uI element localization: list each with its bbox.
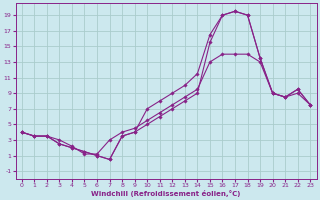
X-axis label: Windchill (Refroidissement éolien,°C): Windchill (Refroidissement éolien,°C) (91, 190, 241, 197)
